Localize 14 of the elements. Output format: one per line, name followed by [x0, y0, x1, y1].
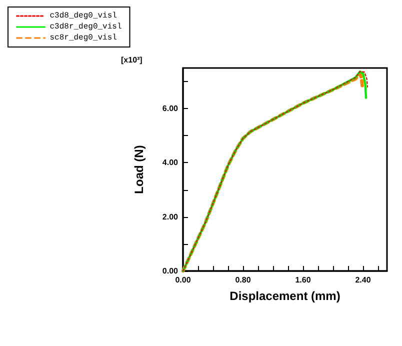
- text: [x10³]: [121, 56, 143, 64]
- y-tick-label: 6.00: [162, 104, 179, 114]
- y-tick-label: 2.00: [162, 212, 179, 222]
- y-tick-label: 4.00: [162, 158, 179, 168]
- legend-label: c3d8r_deg0_visl: [50, 22, 122, 32]
- y-axis-title: Load (N): [132, 145, 146, 194]
- legend-label: c3d8_deg0_visl: [50, 12, 118, 20]
- legend-label: sc8r_deg0_visl: [50, 34, 118, 42]
- x-axis-title: Displacement (mm): [230, 289, 340, 303]
- y-tick-label: 0.00: [162, 266, 179, 276]
- x-tick-label: 0.80: [235, 276, 252, 284]
- x-tick-label: 0.00: [175, 276, 192, 284]
- x-tick-label: 1.60: [295, 276, 312, 284]
- x-tick-label: 2.40: [355, 276, 372, 284]
